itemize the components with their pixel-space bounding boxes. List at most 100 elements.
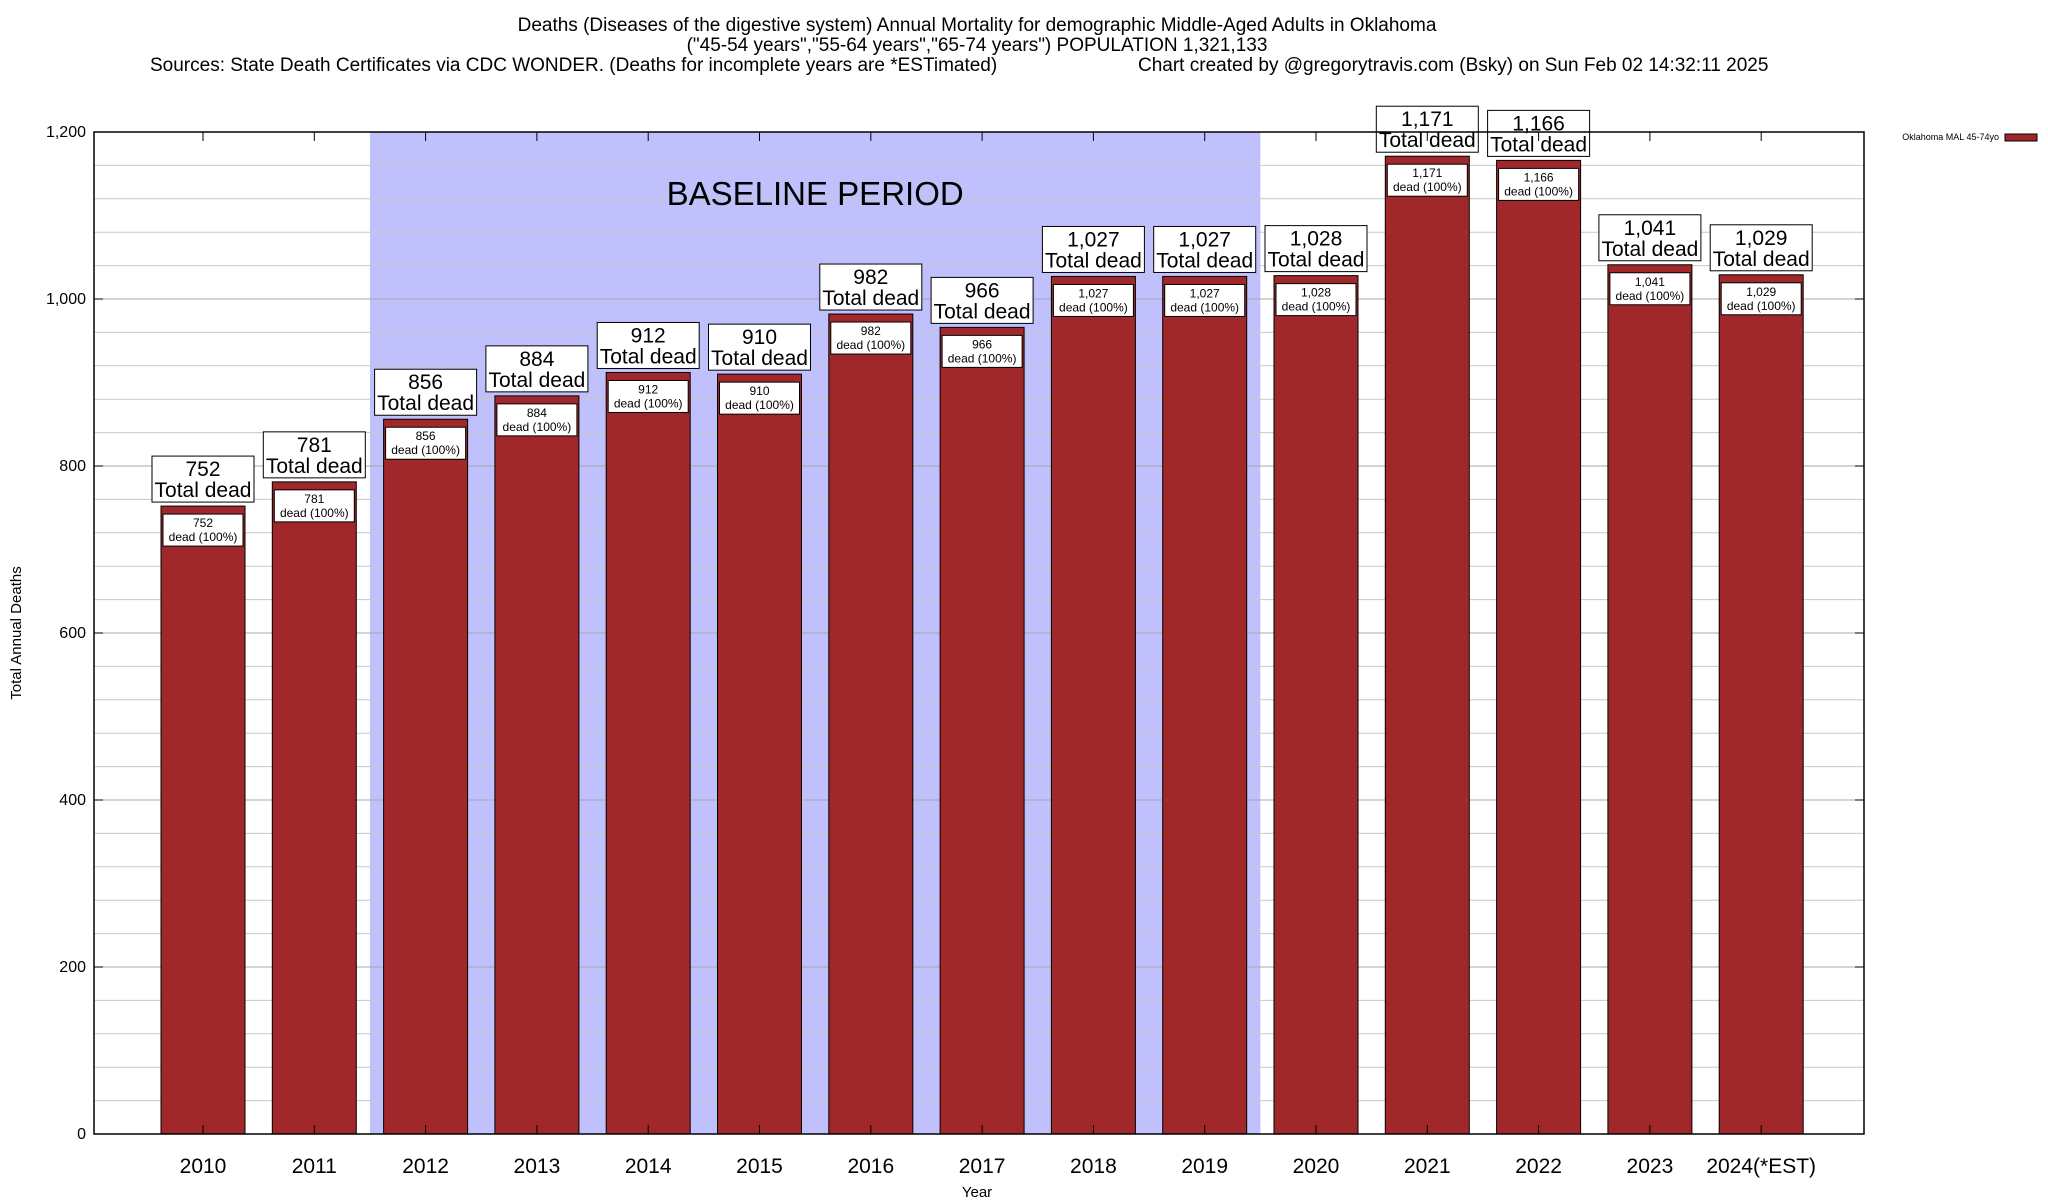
- inner-label-box: [1386, 163, 1468, 197]
- x-tick-label: 2021: [1404, 1155, 1451, 1178]
- baseline-period-label: BASELINE PERIOD: [667, 175, 964, 212]
- x-axis-ticks: 2010 2011 2012 2013 2014 2015 2016 2017 2018 2019…: [180, 132, 1816, 1178]
- total-label-box: [485, 345, 589, 393]
- total-label-box: [930, 276, 1034, 324]
- x-tick-label: 2020: [1293, 1155, 1340, 1178]
- inner-value-label: 752: [193, 516, 213, 530]
- total-label-box: [151, 455, 255, 503]
- inner-label-box: [1052, 283, 1134, 317]
- inner-value-label: 781: [304, 492, 324, 506]
- total-value-label: 982: [853, 266, 888, 289]
- inner-percent-label: dead (100%): [1504, 184, 1573, 198]
- total-dead-label: Total dead: [1601, 238, 1698, 261]
- total-dead-label: Total dead: [711, 347, 808, 370]
- inner-value-label: 1,041: [1635, 275, 1665, 289]
- total-value-label: 1,041: [1624, 217, 1677, 240]
- legend-label: Oklahoma MAL 45-74yo: [1902, 132, 1999, 142]
- total-value-label: 912: [631, 324, 666, 347]
- x-tick-label: 2014: [625, 1155, 672, 1178]
- x-tick-label: 2011: [292, 1155, 337, 1178]
- legend: Oklahoma MAL 45-74yo: [1902, 132, 2038, 142]
- x-tick-label: 2023: [1627, 1155, 1674, 1178]
- total-dead-label: Total dead: [377, 392, 474, 415]
- bar: [1718, 274, 1804, 1135]
- total-value-label: 910: [742, 326, 777, 349]
- inner-value-label: 982: [861, 324, 881, 338]
- title-line-3: Sources: State Death Certificates via CD…: [150, 55, 997, 76]
- legend-swatch: [2004, 133, 2038, 142]
- bar: [1496, 159, 1582, 1135]
- x-tick-label: 2010: [180, 1155, 227, 1178]
- inner-label-box: [496, 403, 578, 437]
- y-tick-label: 1,000: [46, 291, 86, 308]
- inner-value-label: 884: [527, 406, 547, 420]
- x-tick-label: 2013: [514, 1155, 561, 1178]
- inner-value-label: 1,166: [1524, 170, 1554, 184]
- inner-value-label: 912: [638, 382, 658, 396]
- total-label-box: [1598, 214, 1702, 262]
- title-line-4: Chart created by @gregorytravis.com (Bsk…: [1138, 55, 1768, 76]
- total-value-label: 1,027: [1067, 228, 1120, 251]
- total-label-box: [596, 321, 700, 369]
- inner-label-box: [1720, 282, 1802, 316]
- bar: [1162, 275, 1248, 1135]
- total-value-label: 1,171: [1401, 108, 1454, 131]
- total-label-box: [1709, 224, 1813, 272]
- bar: [494, 395, 580, 1135]
- x-tick-label: 2022: [1515, 1155, 1562, 1178]
- inner-percent-label: dead (100%): [1616, 289, 1685, 303]
- total-dead-label: Total dead: [1156, 249, 1253, 272]
- inner-percent-label: dead (100%): [614, 396, 683, 410]
- y-tick-label: 0: [77, 1126, 86, 1143]
- inner-percent-label: dead (100%): [169, 530, 238, 544]
- inner-label-box: [941, 334, 1023, 368]
- y-axis-label: Total Annual Deaths: [8, 566, 25, 699]
- x-tick-label: 2016: [847, 1155, 894, 1178]
- inner-label-box: [273, 489, 355, 523]
- title-line-2: ("45-54 years","55-64 years","65-74 year…: [687, 35, 1268, 56]
- chart-title: Deaths (Diseases of the digestive system…: [150, 15, 1768, 76]
- x-tick-label: 2015: [736, 1155, 783, 1178]
- inner-value-label: 856: [416, 429, 436, 443]
- inner-value-label: 910: [749, 384, 769, 398]
- bar: [717, 373, 802, 1135]
- inner-label-box: [719, 381, 800, 415]
- inner-percent-label: dead (100%): [391, 443, 460, 457]
- total-value-label: 752: [185, 458, 220, 481]
- total-value-label: 1,027: [1178, 228, 1231, 251]
- inner-percent-label: dead (100%): [725, 398, 794, 412]
- y-tick-label: 800: [59, 458, 86, 475]
- x-tick-label: 2024(*EST): [1706, 1155, 1816, 1178]
- total-label-box: [262, 431, 366, 479]
- total-label-box: [374, 368, 478, 416]
- total-dead-label: Total dead: [600, 345, 697, 368]
- y-axis-ticks: 0 200 400 600 800 1,000 1,200: [46, 124, 1864, 1143]
- inner-label-box: [385, 426, 467, 460]
- total-label-box: [1264, 225, 1368, 273]
- total-dead-label: Total dead: [488, 369, 585, 392]
- inner-percent-label: dead (100%): [1282, 300, 1351, 314]
- x-tick-label: 2017: [959, 1155, 1006, 1178]
- title-line-1: Deaths (Diseases of the digestive system…: [518, 15, 1437, 36]
- total-value-label: 781: [297, 434, 332, 457]
- bar: [383, 418, 469, 1135]
- bar: [939, 326, 1025, 1135]
- inner-value-label: 1,029: [1746, 285, 1776, 299]
- inner-percent-label: dead (100%): [1727, 299, 1796, 313]
- bar: [1607, 264, 1693, 1135]
- bar: [1050, 275, 1136, 1135]
- inner-percent-label: dead (100%): [1170, 300, 1239, 314]
- total-value-label: 966: [965, 279, 1000, 302]
- x-tick-label: 2018: [1070, 1155, 1117, 1178]
- bar: [160, 505, 246, 1135]
- inner-value-label: 1,028: [1301, 286, 1331, 300]
- total-dead-label: Total dead: [934, 300, 1031, 323]
- inner-percent-label: dead (100%): [503, 420, 572, 434]
- total-label-box: [819, 263, 923, 311]
- bar: [828, 313, 914, 1135]
- inner-label-box: [162, 513, 244, 547]
- x-tick-label: 2012: [402, 1155, 449, 1178]
- total-dead-label: Total dead: [266, 455, 363, 478]
- inner-percent-label: dead (100%): [948, 351, 1017, 365]
- inner-label-box: [1275, 283, 1357, 317]
